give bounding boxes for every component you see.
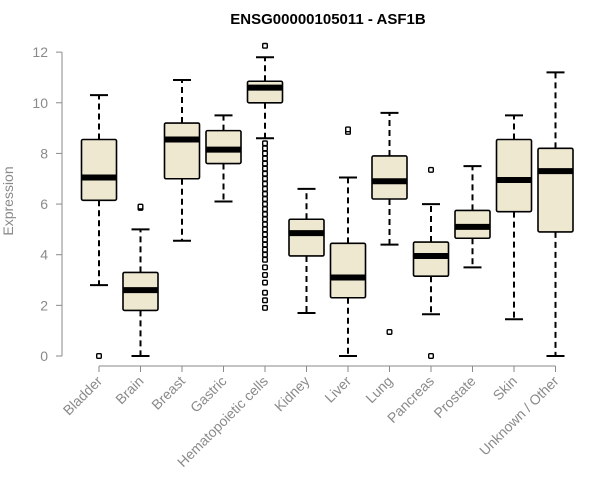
outlier-point xyxy=(262,175,269,182)
outlier-point xyxy=(262,160,269,167)
outlier-point xyxy=(262,221,269,228)
box-pancreas xyxy=(412,166,450,360)
box-skin xyxy=(495,114,533,321)
box-gastric xyxy=(205,114,242,203)
outlier-point xyxy=(262,42,269,49)
box-liver xyxy=(329,126,367,357)
outlier-point xyxy=(262,241,269,248)
box-lung xyxy=(371,111,408,335)
outlier-point xyxy=(262,236,269,243)
box-kidney xyxy=(288,187,325,314)
x-tick-label: Breast xyxy=(148,373,188,413)
y-tick-label: 6 xyxy=(40,196,48,212)
iqr-box xyxy=(80,138,118,202)
outlier-point xyxy=(262,289,269,296)
outlier-point xyxy=(262,190,269,197)
outlier-point xyxy=(262,195,269,202)
iqr-box xyxy=(246,80,284,104)
x-tick-label: Skin xyxy=(490,373,521,404)
box-unknown-other xyxy=(537,71,574,357)
y-tick-label: 4 xyxy=(40,247,48,263)
iqr-box xyxy=(371,155,408,200)
outlier-point xyxy=(262,246,269,253)
outlier-point xyxy=(262,304,269,311)
y-axis: 0 2 4 6 8 10 12 xyxy=(32,44,63,364)
outlier-point xyxy=(345,126,352,133)
outlier-point xyxy=(137,203,144,210)
outlier-point xyxy=(262,297,269,304)
chart-title: ENSG00000105011 - ASF1B xyxy=(230,11,426,28)
outlier-point xyxy=(262,279,269,286)
x-tick-label: Unknown / Other xyxy=(476,373,562,459)
y-tick-label: 12 xyxy=(32,44,48,60)
outlier-point xyxy=(428,353,435,360)
y-axis-label: Expression xyxy=(0,166,16,235)
box-hematopoietic-cells xyxy=(246,42,284,311)
outlier-point xyxy=(386,328,393,335)
outlier-point xyxy=(262,216,269,223)
iqr-box xyxy=(495,138,533,213)
outlier-point xyxy=(262,140,269,147)
outlier-point xyxy=(262,165,269,172)
boxes-group xyxy=(80,42,574,360)
box-brain xyxy=(122,203,159,357)
outlier-point xyxy=(262,231,269,238)
outlier-point xyxy=(262,251,269,258)
x-tick-label: Kidney xyxy=(271,373,313,415)
y-tick-label: 0 xyxy=(40,348,48,364)
y-tick-label: 8 xyxy=(40,145,48,161)
outlier-point xyxy=(262,256,269,263)
box-prostate xyxy=(454,165,491,269)
outlier-point xyxy=(262,185,269,192)
iqr-box xyxy=(412,241,450,278)
outlier-point xyxy=(262,211,269,218)
box-bladder xyxy=(80,94,118,360)
outlier-point xyxy=(262,271,269,278)
outlier-point xyxy=(262,150,269,157)
y-tick-label: 10 xyxy=(32,95,48,111)
outlier-point xyxy=(262,180,269,187)
outlier-point xyxy=(428,166,435,173)
outlier-point xyxy=(262,170,269,177)
x-tick-label: Brain xyxy=(112,373,146,407)
outlier-point xyxy=(262,155,269,162)
outlier-point xyxy=(262,226,269,233)
iqr-box xyxy=(537,147,574,233)
x-tick-label: Prostate xyxy=(430,373,478,421)
x-tick-label: Lung xyxy=(362,373,395,406)
iqr-box xyxy=(329,242,367,299)
outlier-point xyxy=(262,145,269,152)
iqr-box xyxy=(163,122,201,180)
y-tick-label: 2 xyxy=(40,297,48,313)
outlier-point xyxy=(262,264,269,271)
x-tick-label: Liver xyxy=(321,373,354,406)
outlier-point xyxy=(262,201,269,208)
outlier-point xyxy=(95,353,102,360)
iqr-box xyxy=(288,218,325,257)
x-tick-label: Bladder xyxy=(60,373,106,419)
outlier-point xyxy=(262,206,269,213)
box-breast xyxy=(163,78,201,242)
